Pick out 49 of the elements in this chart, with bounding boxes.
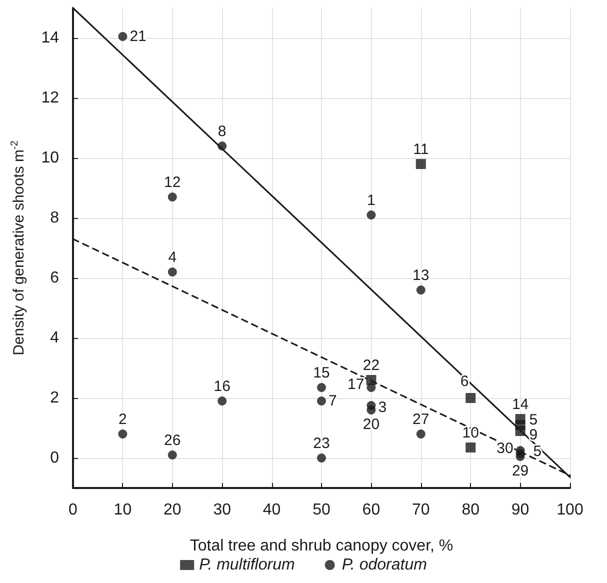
annotation: 6 [460, 373, 469, 390]
legend-label: P. multiflorum [199, 556, 295, 574]
annotation: 13 [412, 267, 430, 284]
annotation: 20 [362, 416, 380, 433]
x-tick-label: 60 [362, 502, 380, 518]
y-tick-label: 12 [41, 90, 60, 106]
x-tick-label: 80 [462, 502, 480, 518]
annotation: 21 [130, 28, 146, 45]
x-tick-label: 40 [262, 502, 281, 518]
annotation: 22 [362, 357, 380, 374]
y-tick-label: 10 [41, 150, 60, 166]
annotation: 1 [367, 192, 376, 209]
y-tick-label: 2 [50, 390, 60, 406]
y-tick-label: 8 [50, 210, 60, 226]
x-tick-label: 70 [412, 502, 430, 518]
x-tick-label: 50 [312, 502, 330, 518]
annotation: 27 [412, 411, 430, 428]
annotation: 26 [164, 432, 181, 449]
annotation: 2 [118, 411, 127, 428]
x-tick-label: 20 [164, 502, 182, 518]
y-tick-label: 6 [50, 270, 60, 286]
annotation: 14 [512, 396, 529, 413]
y-tick-label: 14 [41, 30, 60, 46]
annotation: 9 [529, 426, 538, 444]
annotation: 5 [529, 412, 538, 428]
annotation: 8 [218, 123, 226, 140]
annotation: 10 [462, 424, 479, 442]
annotation: 12 [164, 174, 181, 191]
x-tick-label: 90 [511, 502, 530, 518]
annotation: 4 [168, 249, 177, 266]
x-tick-label: 10 [114, 502, 132, 518]
x-axis-title: Total tree and shrub canopy cover, % [190, 538, 454, 554]
x-tick-label: 0 [68, 502, 78, 518]
x-tick-label: 100 [556, 502, 584, 518]
x-tick-label: 30 [213, 502, 232, 518]
annotation: 16 [214, 378, 230, 395]
y-axis-title: Density of generative shoots m-2 [10, 140, 28, 356]
annotation: 11 [413, 141, 429, 158]
legend-label: P. odoratum [342, 556, 427, 574]
annotation: 17 [348, 376, 364, 393]
annotation: 5 [533, 443, 542, 460]
annotation: 3 [378, 399, 387, 416]
y-tick-label: 4 [50, 330, 60, 346]
y-tick-label: 0 [50, 450, 60, 466]
annotation: 7 [328, 392, 337, 410]
annotation: 29 [512, 462, 529, 480]
annotation: 15 [313, 364, 330, 382]
annotation: 30 [496, 440, 514, 457]
annotation: 23 [313, 435, 330, 452]
